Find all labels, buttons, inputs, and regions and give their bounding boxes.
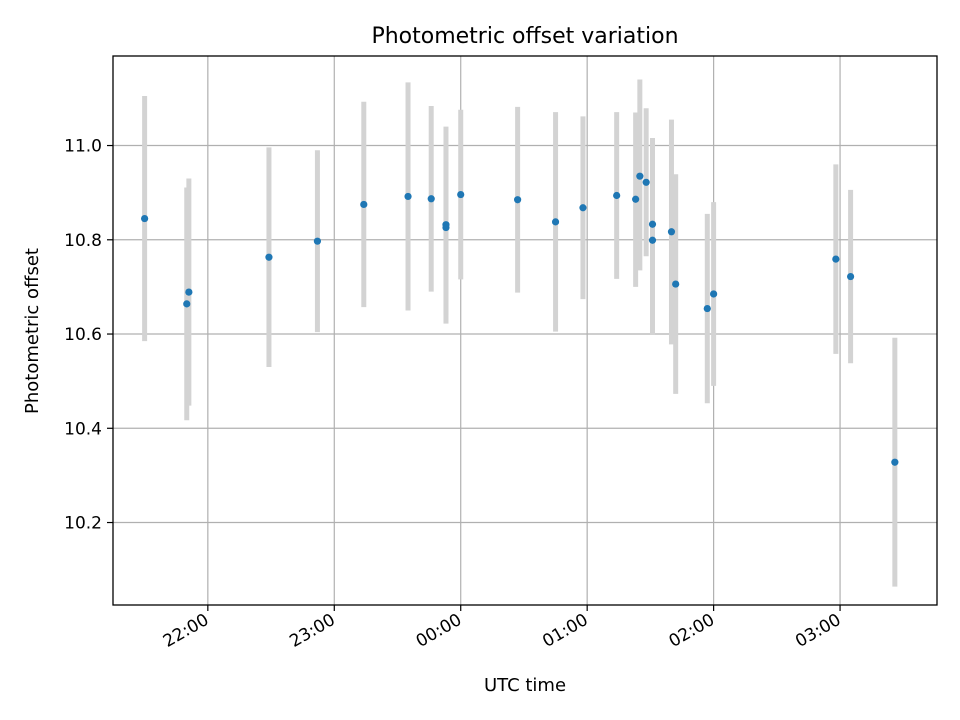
data-point <box>710 290 718 298</box>
x-tick-label: 01:00 <box>539 610 591 652</box>
data-point <box>632 195 640 203</box>
data-point <box>636 172 644 180</box>
data-point <box>703 304 711 313</box>
data-point <box>891 458 899 466</box>
axis-ticks: 22:00 23:00 00:00 01:00 02:00 03:00 10.2 10.4 10… <box>64 137 844 652</box>
data-point <box>579 204 587 212</box>
data-point <box>141 214 149 223</box>
data-point <box>642 178 650 186</box>
x-axis-label: UTC time <box>484 675 566 696</box>
data-points <box>141 172 899 466</box>
y-tick-label: 11.0 <box>64 137 102 157</box>
data-point <box>183 300 191 308</box>
x-tick-label: 23:00 <box>286 610 338 652</box>
error-bars <box>142 79 898 587</box>
data-point <box>360 200 368 209</box>
x-tick-label: 02:00 <box>666 610 718 652</box>
data-point <box>667 228 676 236</box>
chart-title: Photometric offset variation <box>371 24 678 49</box>
x-tick-label: 03:00 <box>792 610 844 652</box>
data-point <box>457 190 465 199</box>
y-axis-label: Photometric offset <box>22 248 43 414</box>
grid <box>113 56 937 605</box>
y-tick-label: 10.8 <box>64 231 102 251</box>
y-tick-label: 10.6 <box>64 325 102 345</box>
x-tick-label: 00:00 <box>413 610 465 652</box>
data-point <box>832 255 840 263</box>
data-point <box>404 192 412 201</box>
data-point <box>427 195 435 203</box>
data-point <box>551 218 560 226</box>
data-point <box>313 237 322 245</box>
data-point <box>442 221 450 229</box>
plot-frame <box>112 55 938 606</box>
data-point <box>514 196 522 204</box>
data-point <box>846 272 855 281</box>
x-tick-label: 22:00 <box>160 610 212 652</box>
data-point <box>613 191 621 200</box>
data-point <box>265 253 273 261</box>
data-point <box>648 220 657 228</box>
data-point <box>672 280 680 288</box>
data-point <box>185 288 193 296</box>
y-tick-label: 10.4 <box>64 419 102 439</box>
y-tick-label: 10.2 <box>64 514 102 534</box>
data-point <box>648 236 657 244</box>
